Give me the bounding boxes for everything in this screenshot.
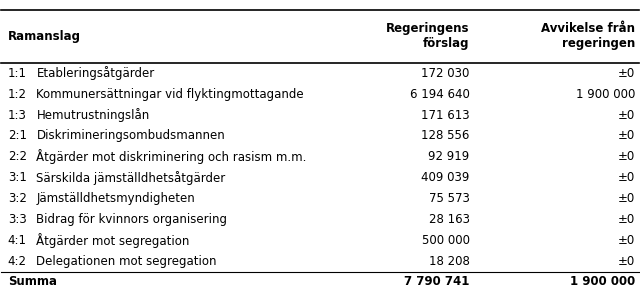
Text: Bidrag för kvinnors organisering: Bidrag för kvinnors organisering	[36, 213, 227, 226]
Text: Etableringsåtgärder: Etableringsåtgärder	[36, 66, 155, 80]
Text: 1 900 000: 1 900 000	[576, 88, 636, 101]
Text: 171 613: 171 613	[421, 109, 470, 122]
Text: Ramanslag: Ramanslag	[8, 30, 81, 43]
Text: ±0: ±0	[618, 234, 636, 247]
Text: Jämställdhetsmyndigheten: Jämställdhetsmyndigheten	[36, 192, 195, 205]
Text: Åtgärder mot diskriminering och rasism m.m.: Åtgärder mot diskriminering och rasism m…	[36, 149, 307, 164]
Text: ±0: ±0	[618, 171, 636, 184]
Text: ±0: ±0	[618, 255, 636, 268]
Text: Delegationen mot segregation: Delegationen mot segregation	[36, 255, 217, 268]
Text: 7 790 741: 7 790 741	[404, 276, 470, 288]
Text: 6 194 640: 6 194 640	[410, 88, 470, 101]
Text: 4:1: 4:1	[8, 234, 27, 247]
Text: Summa: Summa	[8, 276, 57, 288]
Text: 18 208: 18 208	[429, 255, 470, 268]
Text: ±0: ±0	[618, 109, 636, 122]
Text: 1 900 000: 1 900 000	[570, 276, 636, 288]
Text: Kommunersättningar vid flyktingmottagande: Kommunersättningar vid flyktingmottagand…	[36, 88, 304, 101]
Text: ±0: ±0	[618, 213, 636, 226]
Text: 1:2: 1:2	[8, 88, 27, 101]
Text: 172 030: 172 030	[421, 67, 470, 80]
Text: 3:2: 3:2	[8, 192, 27, 205]
Text: 4:2: 4:2	[8, 255, 27, 268]
Text: Hemutrustningslån: Hemutrustningslån	[36, 108, 150, 122]
Text: 3:3: 3:3	[8, 213, 26, 226]
Text: 2:2: 2:2	[8, 150, 27, 163]
Text: Åtgärder mot segregation: Åtgärder mot segregation	[36, 233, 190, 248]
Text: 75 573: 75 573	[429, 192, 470, 205]
Text: 1:3: 1:3	[8, 109, 27, 122]
Text: Avvikelse från
regeringen: Avvikelse från regeringen	[541, 22, 636, 50]
Text: 92 919: 92 919	[429, 150, 470, 163]
Text: Regeringens
förslag: Regeringens förslag	[387, 22, 470, 50]
Text: Särskilda jämställdhetsåtgärder: Särskilda jämställdhetsåtgärder	[36, 171, 226, 184]
Text: ±0: ±0	[618, 150, 636, 163]
Text: 128 556: 128 556	[421, 129, 470, 142]
Text: ±0: ±0	[618, 129, 636, 142]
Text: 3:1: 3:1	[8, 171, 27, 184]
Text: 1:1: 1:1	[8, 67, 27, 80]
Text: Diskrimineringsombudsmannen: Diskrimineringsombudsmannen	[36, 129, 225, 142]
Text: 2:1: 2:1	[8, 129, 27, 142]
Text: 500 000: 500 000	[422, 234, 470, 247]
Text: ±0: ±0	[618, 192, 636, 205]
Text: 409 039: 409 039	[421, 171, 470, 184]
Text: 28 163: 28 163	[429, 213, 470, 226]
Text: ±0: ±0	[618, 67, 636, 80]
